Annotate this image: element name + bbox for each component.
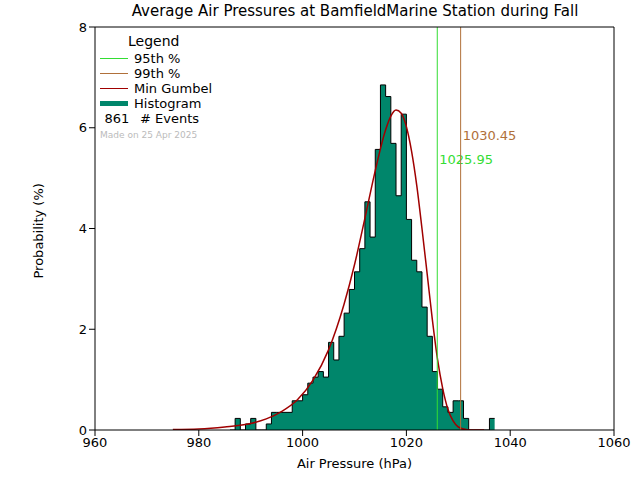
html-text:# Events: # Events (140, 111, 199, 126)
svg-text:6: 6 (79, 120, 87, 135)
html-text:Legend: Legend (128, 33, 180, 49)
svg-text:2: 2 (79, 322, 87, 337)
svg-text:Probability (%): Probability (%) (31, 183, 46, 278)
svg-text:4: 4 (79, 221, 87, 236)
html-text:Average Air Pressures at Bamfi: Average Air Pressures at BamfieldMarine … (131, 2, 579, 20)
html-text:Histogram: Histogram (134, 96, 202, 111)
svg-text:1040: 1040 (494, 435, 527, 450)
html-text:Made on 25 Apr 2025: Made on 25 Apr 2025 (100, 130, 198, 140)
html-text:95th %: 95th % (134, 51, 181, 66)
svg-text:980: 980 (186, 435, 211, 450)
svg-text:Air Pressure (hPa): Air Pressure (hPa) (297, 456, 412, 471)
svg-text:1020: 1020 (390, 435, 423, 450)
svg-text:1025.95: 1025.95 (439, 152, 493, 167)
svg-text:0: 0 (79, 423, 87, 438)
svg-text:960: 960 (82, 435, 108, 451)
svg-text:8: 8 (79, 20, 87, 35)
svg-text:1060: 1060 (597, 435, 630, 450)
html-text:861: 861 (104, 111, 130, 126)
svg-text:1030.45: 1030.45 (463, 128, 517, 143)
html-text:Min Gumbel: Min Gumbel (134, 81, 212, 96)
svg-text:1000: 1000 (286, 435, 319, 450)
html-text:99th %: 99th % (134, 66, 181, 81)
